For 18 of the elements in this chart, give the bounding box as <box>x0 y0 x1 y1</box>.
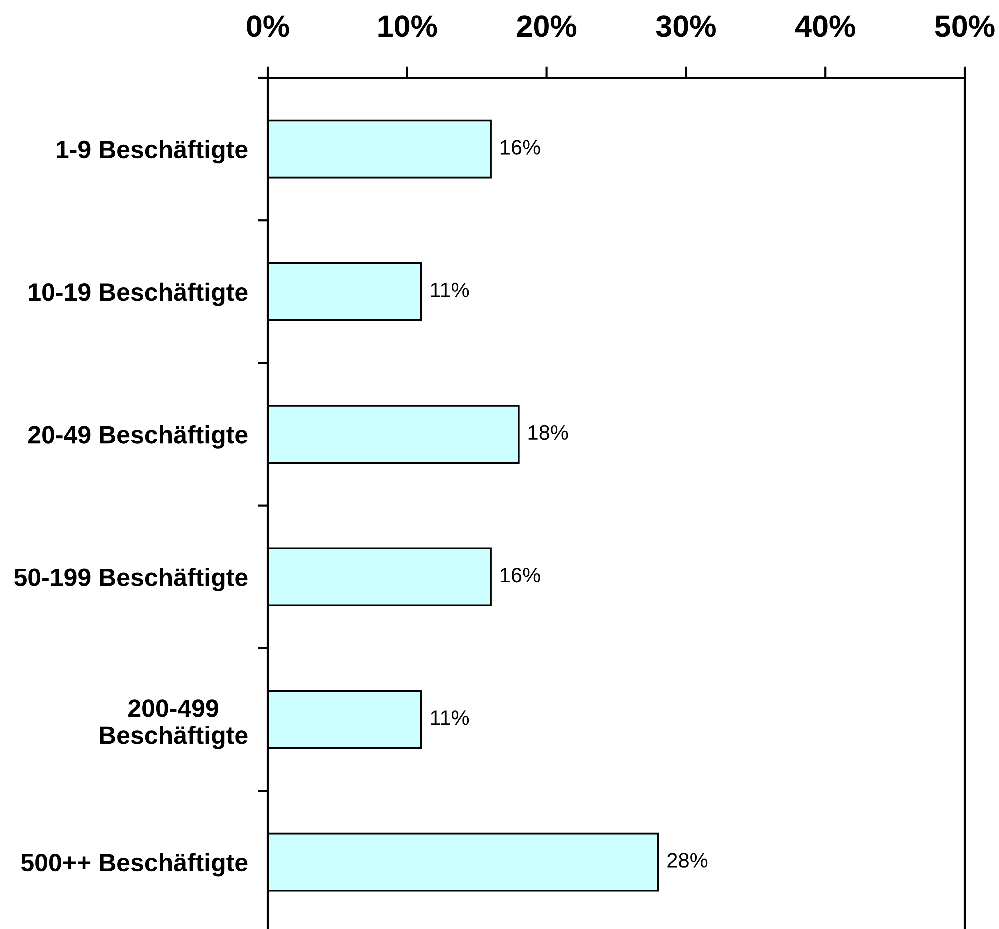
x-tick-label: 40% <box>795 16 856 38</box>
y-tick-label: 500++ Beschäftigte <box>21 853 248 877</box>
x-tick-label: 20% <box>517 16 577 38</box>
data-label: 16% <box>500 140 540 155</box>
y-tick-label: 10-19 Beschäftigte <box>29 282 248 306</box>
data-label: 16% <box>500 568 540 583</box>
data-label: 18% <box>528 425 568 440</box>
x-tick-label: 30% <box>656 16 716 38</box>
x-tick-label: 10% <box>378 16 438 38</box>
y-tick-label: 200-499 Beschäftigte <box>100 700 248 750</box>
data-label: 28% <box>668 853 708 868</box>
x-tick-label: 50% <box>935 16 995 38</box>
y-tick-label: 50-199 Beschäftigte <box>14 568 248 592</box>
data-label: 11% <box>431 282 470 298</box>
x-tick-label: 0% <box>247 16 290 38</box>
y-tick-label: 1-9 Beschäftigte <box>57 140 248 164</box>
data-label: 11% <box>431 710 470 726</box>
y-tick-label: 20-49 Beschäftigte <box>28 425 248 449</box>
